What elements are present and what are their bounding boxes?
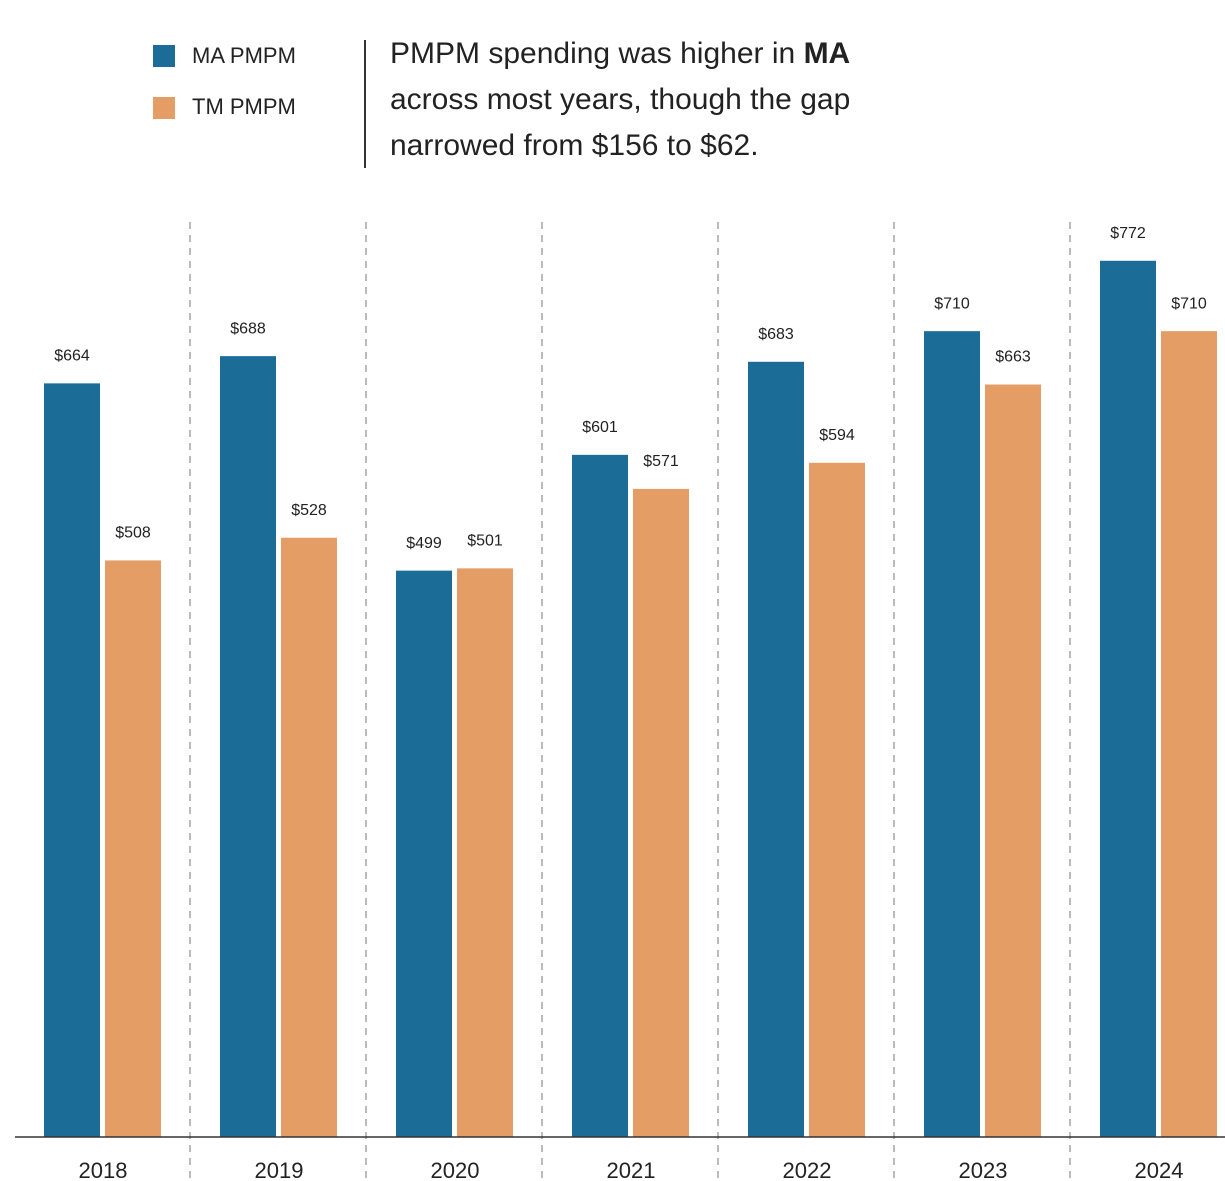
bar	[1100, 260, 1156, 1137]
value-label: $688	[230, 320, 266, 337]
value-label: $683	[758, 326, 794, 343]
value-label: $663	[995, 349, 1031, 366]
legend-swatch	[153, 97, 175, 119]
bar	[985, 384, 1041, 1137]
title-part: MA	[803, 37, 851, 70]
value-label: $594	[819, 427, 855, 444]
x-tick-label: 2019	[255, 1158, 304, 1181]
value-label: $601	[582, 419, 618, 436]
bar	[572, 454, 628, 1137]
bar	[457, 568, 513, 1137]
x-tick-label: 2024	[1135, 1158, 1184, 1181]
bar	[1161, 331, 1217, 1137]
bar	[748, 361, 804, 1137]
title-part: PMPM spending was higher in	[390, 37, 796, 70]
bar	[281, 537, 337, 1137]
x-tick-label: 2020	[431, 1158, 480, 1181]
value-label: $501	[467, 533, 503, 550]
bar	[220, 356, 276, 1137]
value-label: $710	[934, 295, 970, 312]
bar	[44, 383, 100, 1137]
value-label: $571	[643, 453, 679, 470]
legend-label: MA PMPM	[192, 43, 296, 68]
title-part: across most years, though the gap narrow…	[390, 83, 851, 162]
value-label: $528	[291, 502, 327, 519]
legend-swatch	[153, 45, 175, 67]
value-label: $772	[1110, 225, 1146, 242]
value-label: $664	[54, 348, 90, 365]
value-label: $499	[406, 535, 442, 552]
x-tick-label: 2021	[607, 1158, 656, 1181]
bar	[809, 462, 865, 1137]
bar	[633, 488, 689, 1137]
value-label: $508	[115, 525, 151, 542]
x-tick-label: 2022	[783, 1158, 832, 1181]
bar	[396, 570, 452, 1137]
bar	[105, 560, 161, 1137]
bar	[924, 331, 980, 1137]
legend-label: TM PMPM	[192, 94, 296, 119]
chart-title: PMPM spending was higher in MA across mo…	[390, 31, 910, 169]
x-tick-label: 2018	[79, 1158, 128, 1181]
value-label: $710	[1171, 295, 1207, 312]
x-tick-label: 2023	[959, 1158, 1008, 1181]
